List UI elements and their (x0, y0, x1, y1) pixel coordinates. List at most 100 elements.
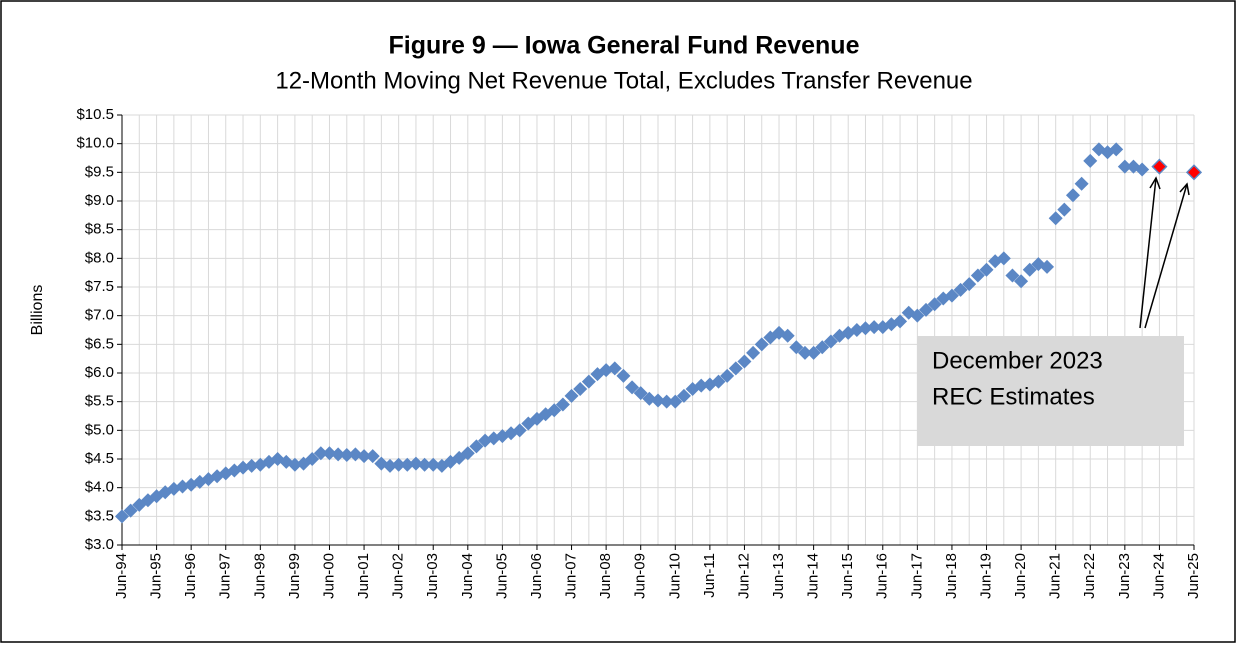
arrow (1139, 177, 1157, 329)
point (1022, 262, 1037, 277)
x-tick-label: Jun-05 (493, 553, 510, 599)
x-tick-label: Jun-10 (666, 553, 683, 599)
point (815, 340, 830, 355)
y-tick-label: $3.5 (85, 507, 114, 524)
x-tick-label: Jun-18 (943, 553, 960, 599)
point (806, 345, 821, 360)
annotation: December 2023 REC Estimates (917, 176, 1190, 446)
x-tick-label: Jun-94 (113, 553, 130, 599)
point (408, 456, 423, 471)
x-tick-label: Jun-03 (424, 553, 441, 599)
point (391, 457, 406, 472)
point (633, 386, 648, 401)
point (970, 268, 985, 283)
x-tick-label: Jun-06 (528, 553, 545, 599)
point (244, 458, 259, 473)
point (737, 354, 752, 369)
x-tick-label: Jun-97 (217, 553, 234, 599)
x-tick-label: Jun-09 (632, 553, 649, 599)
point (944, 288, 959, 303)
point (720, 368, 735, 383)
point (115, 509, 129, 524)
point (1048, 211, 1063, 226)
point (728, 361, 743, 376)
point (1135, 162, 1150, 177)
point (625, 380, 640, 395)
y-tick-label: $5.0 (85, 421, 114, 438)
point (555, 397, 570, 412)
point (365, 449, 380, 464)
point (893, 314, 908, 329)
y-tick-label: $9.0 (85, 192, 114, 209)
annotation-box (917, 336, 1184, 446)
point (979, 262, 994, 277)
x-tick-label: Jun-13 (770, 553, 787, 599)
point (1065, 188, 1080, 203)
point (547, 403, 562, 418)
point (357, 449, 372, 464)
point (313, 446, 328, 461)
x-tick-label: Jun-14 (805, 553, 822, 599)
point (823, 334, 838, 349)
point (512, 423, 527, 438)
point (1109, 142, 1124, 157)
x-tick-label: Jun-99 (286, 553, 303, 599)
point (460, 446, 475, 461)
point (1185, 164, 1203, 181)
point (962, 277, 977, 292)
point (797, 345, 812, 360)
x-tick-label: Jun-95 (148, 553, 165, 599)
x-tick-label: Jun-24 (1150, 553, 1167, 599)
y-tick-label: $4.0 (85, 479, 114, 496)
chart-title: Figure 9 — Iowa General Fund Revenue (389, 32, 860, 60)
point (322, 446, 337, 461)
chart-subtitle: 12-Month Moving Net Revenue Total, Exclu… (275, 67, 972, 94)
point (694, 378, 709, 393)
y-tick-label: $10.0 (76, 135, 114, 152)
point (711, 374, 726, 389)
arrow-head (1149, 176, 1161, 190)
arrow (1144, 183, 1188, 329)
x-tick-label: Jun-07 (563, 553, 580, 599)
point (1117, 159, 1132, 174)
y-tick-label: $5.5 (85, 393, 114, 410)
x-tick-label: Jun-25 (1185, 553, 1202, 599)
x-tick-label: Jun-12 (735, 553, 752, 599)
point (305, 452, 320, 466)
point (919, 302, 933, 317)
x-tick-label: Jun-16 (874, 553, 891, 599)
x-tick-label: Jun-17 (908, 553, 925, 599)
y-axis-label: Billions (29, 285, 46, 336)
point (123, 503, 138, 518)
y-tick-label: $3.0 (85, 536, 114, 553)
point (383, 458, 397, 473)
y-tick-label: $6.0 (85, 364, 114, 381)
point (1040, 259, 1055, 274)
x-tick-label: Jun-23 (1116, 553, 1133, 599)
x-tick-label: Jun-01 (355, 553, 372, 599)
point (858, 321, 873, 336)
point (573, 382, 588, 397)
point (339, 447, 354, 462)
x-tick-label: Jun-19 (977, 553, 994, 599)
point (504, 426, 519, 441)
point (607, 361, 622, 376)
point (867, 320, 882, 335)
y-tick-label: $7.5 (85, 278, 114, 295)
point (1057, 202, 1072, 217)
point (1151, 158, 1168, 175)
x-tick-label: Jun-11 (701, 553, 718, 598)
point (996, 251, 1011, 266)
x-tick-label: Jun-15 (839, 553, 856, 599)
point (780, 328, 795, 343)
point (910, 308, 925, 323)
point (789, 340, 804, 355)
point (754, 337, 769, 352)
point (417, 457, 432, 472)
point (746, 345, 761, 360)
point (400, 457, 415, 472)
annotation-text: REC Estimates (932, 383, 1095, 410)
point (676, 388, 691, 403)
point (927, 297, 942, 312)
